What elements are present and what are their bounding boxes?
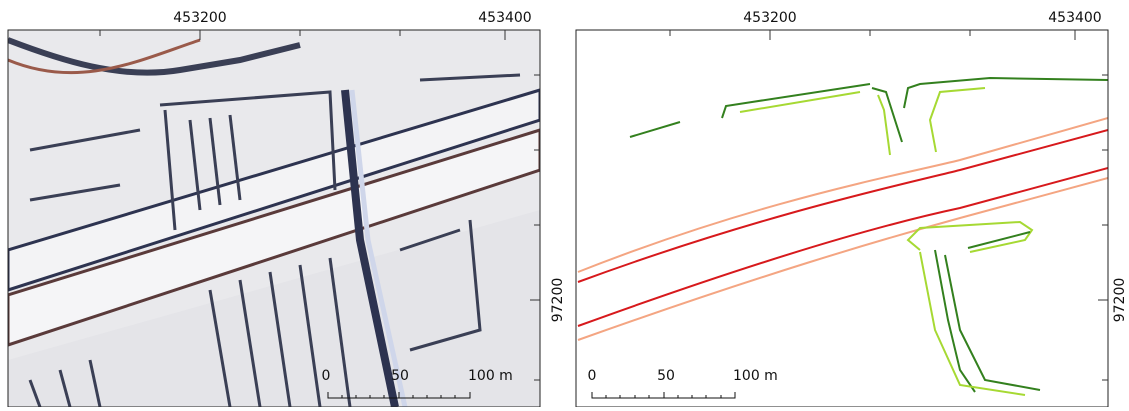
line-features [578, 78, 1108, 395]
scale-label: 50 [391, 368, 409, 384]
panel-frame [576, 30, 1108, 407]
y-coordinate-label: 97200 [550, 278, 566, 323]
x-coordinate-label: 453400 [1048, 10, 1101, 26]
x-coordinate-label: 453400 [478, 10, 531, 26]
relief-image [8, 30, 540, 407]
y-coordinate-label: 97200 [1112, 278, 1128, 323]
x-coordinate-label: 453200 [173, 10, 226, 26]
scale-label: 0 [322, 368, 331, 384]
scale-label: 50 [657, 368, 675, 384]
map-figure: 453200 453400 97200 453200 453400 97200 … [0, 0, 1129, 407]
scale-label: 0 [588, 368, 597, 384]
x-coordinate-label: 453200 [743, 10, 796, 26]
scale-label: 100 m [468, 368, 513, 384]
scale-label: 100 m [733, 368, 778, 384]
scale-bar: 0 50 100 m [588, 368, 778, 398]
